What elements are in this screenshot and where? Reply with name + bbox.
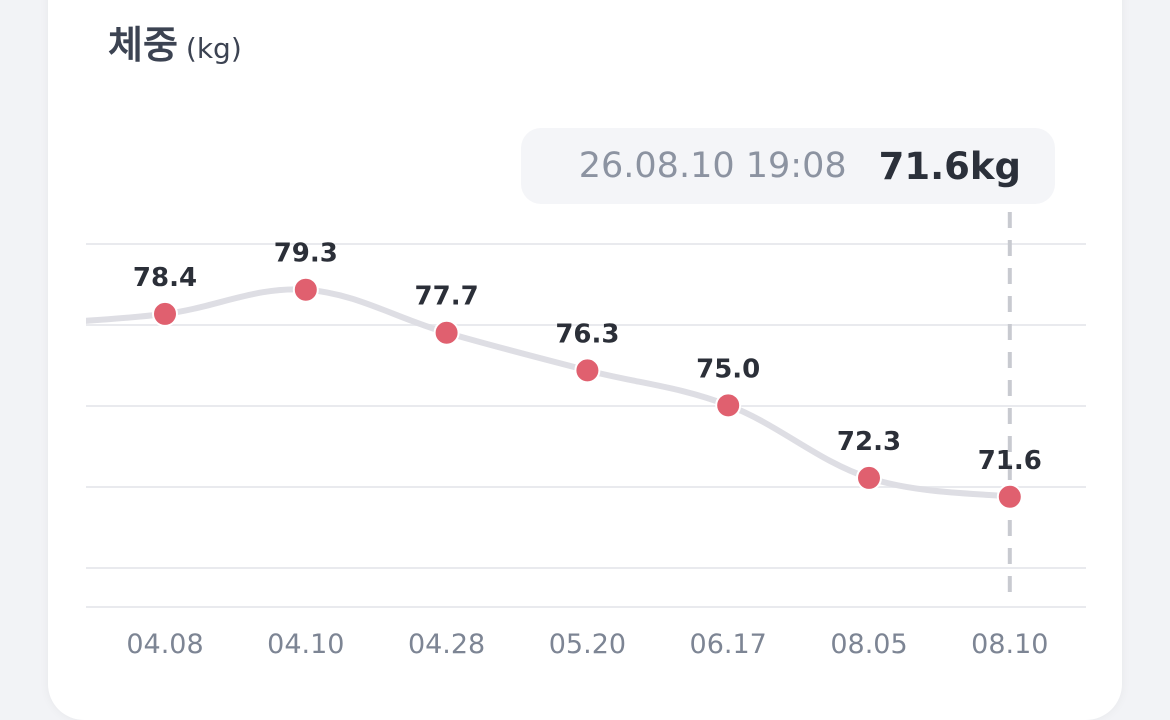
data-point[interactable] <box>574 357 601 384</box>
x-axis-labels: 04.08 04.10 04.28 05.20 06.17 08.05 08.10 <box>126 629 1048 660</box>
data-points <box>152 276 1023 510</box>
x-tick-label: 06.17 <box>690 629 767 660</box>
weight-series-line <box>86 286 1013 500</box>
x-tick-label: 04.10 <box>267 629 344 660</box>
x-tick-label: 04.08 <box>126 629 203 660</box>
x-tick-label: 08.05 <box>830 629 907 660</box>
data-point[interactable] <box>152 300 178 327</box>
data-point[interactable] <box>433 319 460 346</box>
data-label: 76.3 <box>555 319 619 349</box>
data-label: 71.6 <box>978 446 1042 476</box>
x-tick-label: 04.28 <box>408 629 485 660</box>
data-label: 75.0 <box>696 354 760 384</box>
chart-title-text: 체중 <box>108 23 178 67</box>
data-labels: 78.4 79.3 77.7 76.3 75.0 72.3 71.6 <box>133 239 1042 476</box>
data-point[interactable] <box>715 392 742 419</box>
data-point[interactable] <box>996 483 1023 510</box>
data-point[interactable] <box>856 464 882 491</box>
tooltip-timestamp: 26.08.10 19:08 <box>578 146 847 186</box>
chart-title-unit: (kg) <box>185 32 242 65</box>
data-point[interactable] <box>292 276 319 303</box>
data-label: 77.7 <box>415 282 479 312</box>
data-label: 72.3 <box>837 427 901 457</box>
selected-point-tooltip: 26.08.10 19:08 71.6kg <box>521 128 1055 204</box>
data-label: 78.4 <box>133 263 197 293</box>
chart-title: 체중 (kg) <box>108 14 242 69</box>
tooltip-value: 71.6kg <box>878 144 1021 188</box>
x-tick-label: 05.20 <box>549 629 626 660</box>
x-tick-label: 08.10 <box>971 629 1048 660</box>
data-label: 79.3 <box>274 239 338 269</box>
series-line <box>86 286 1013 500</box>
